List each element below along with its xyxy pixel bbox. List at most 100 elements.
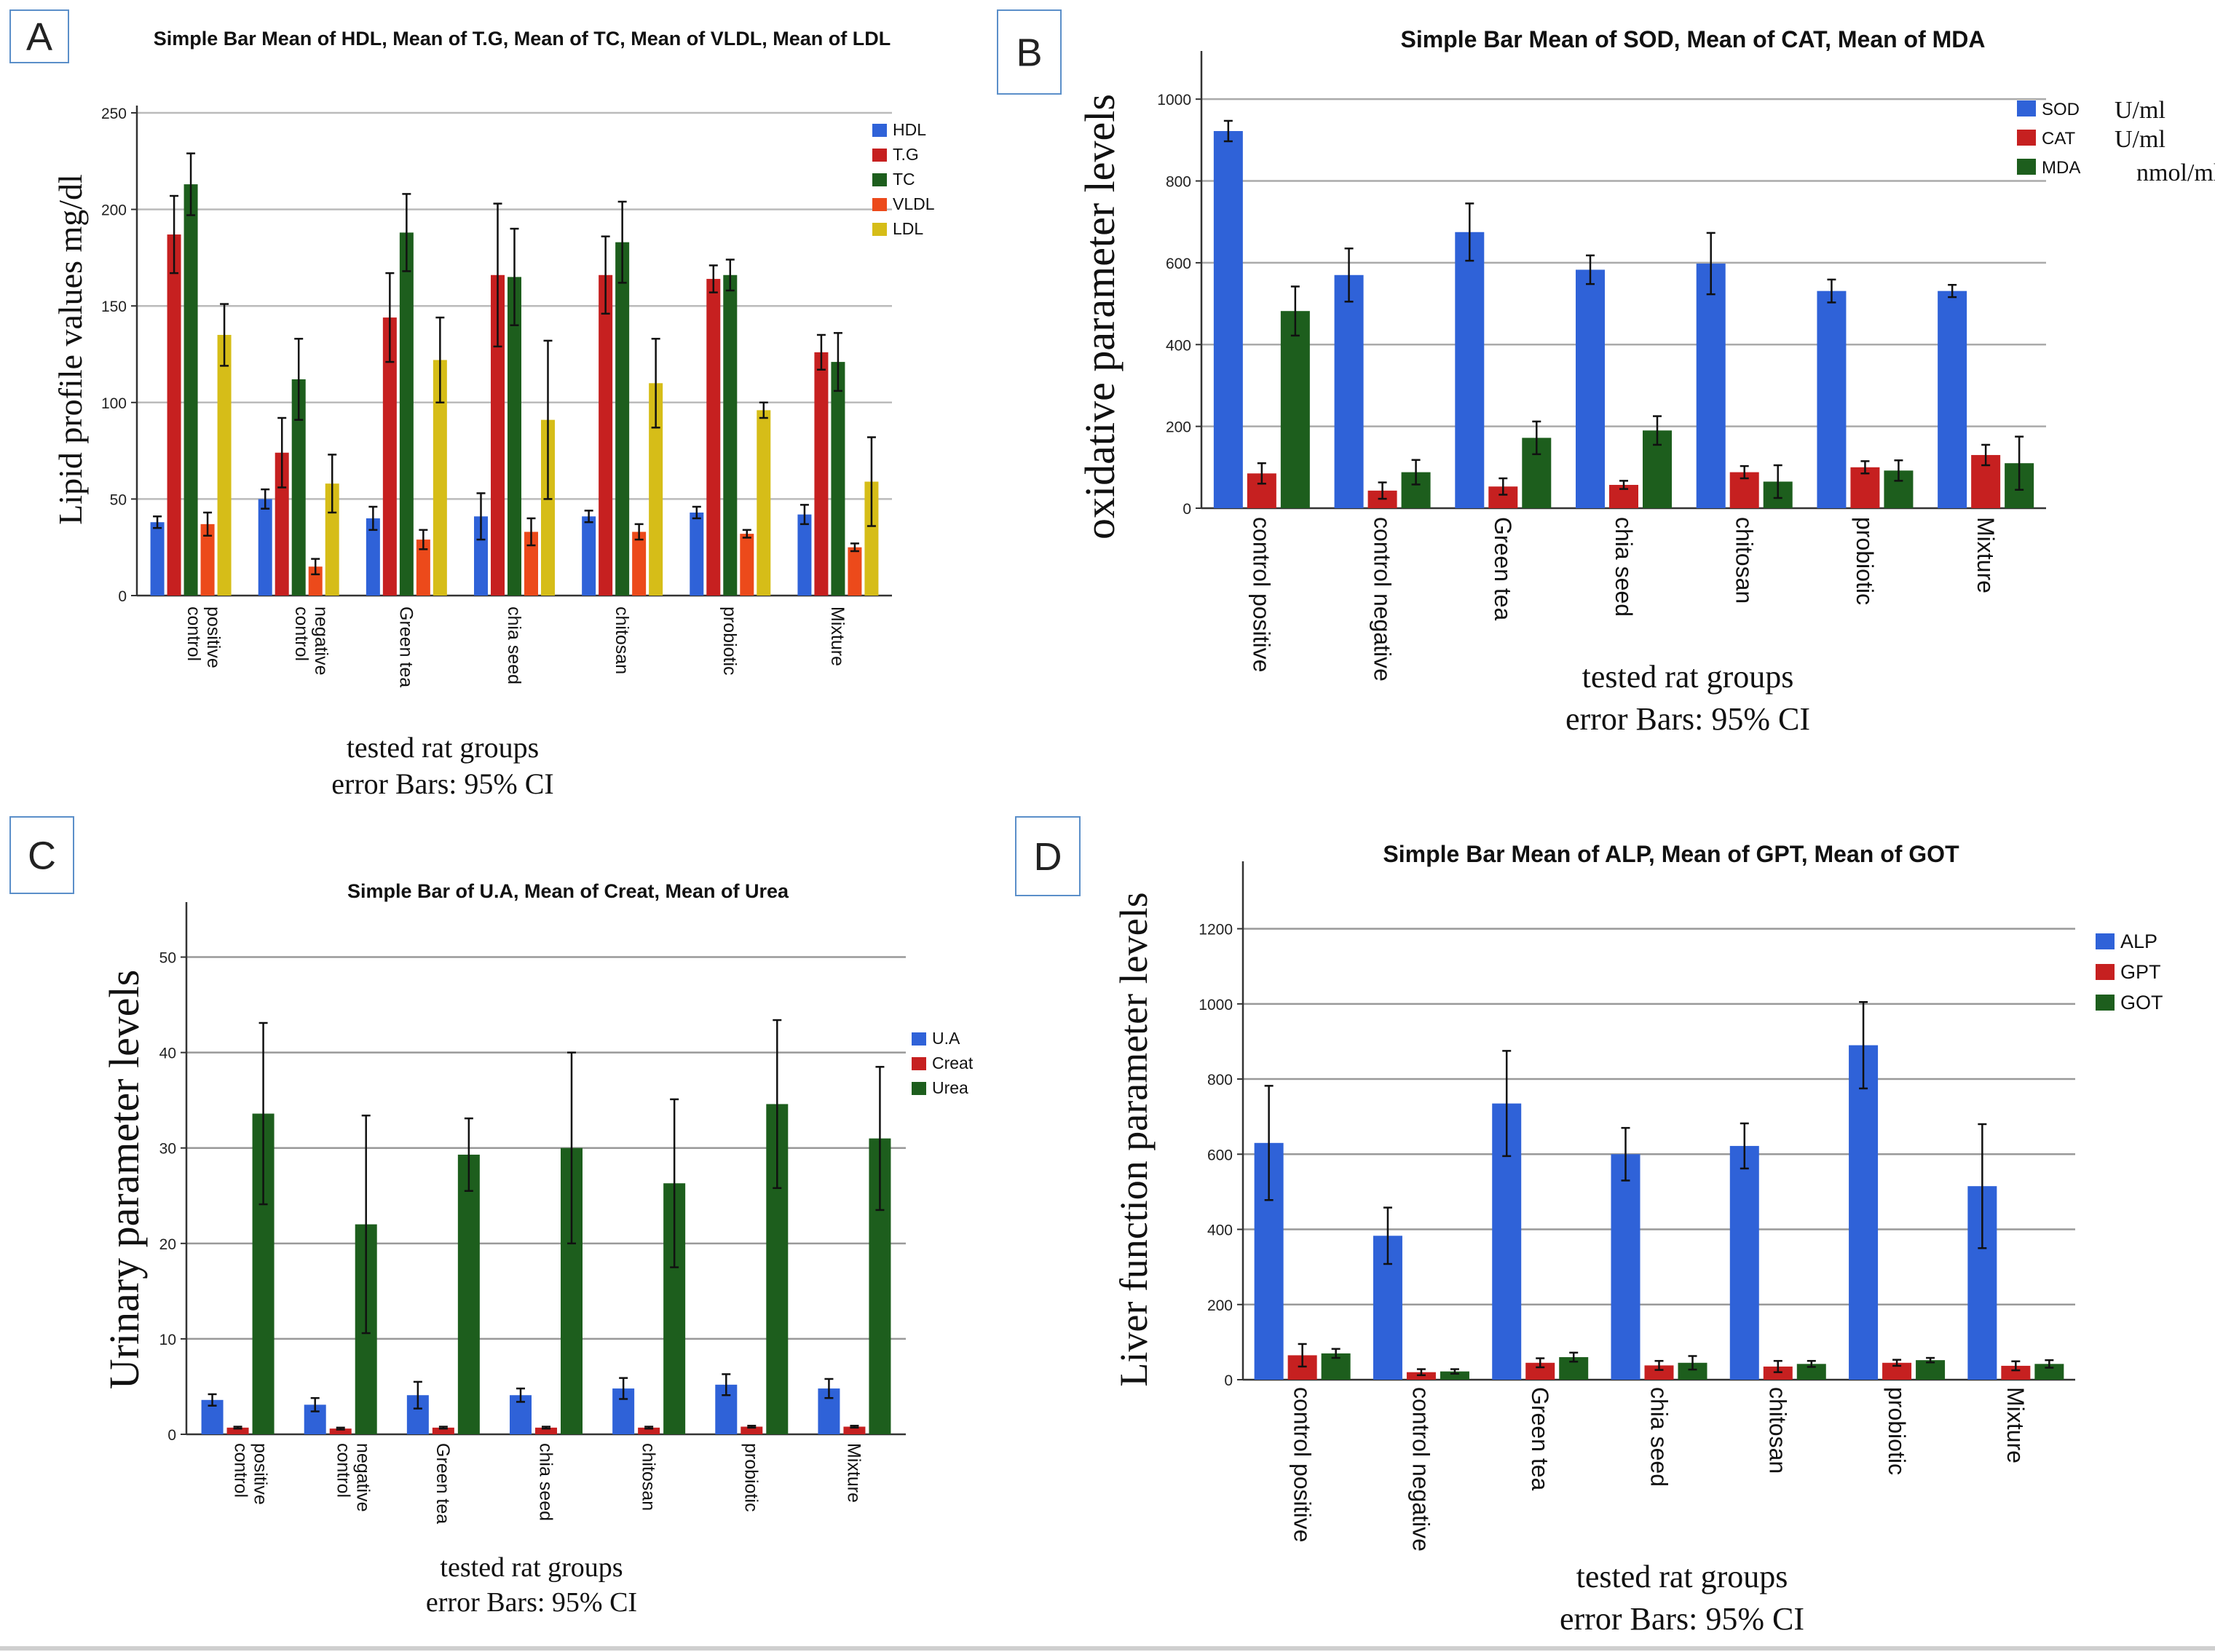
category-label: Green tea (1527, 1387, 1553, 1491)
category-label: chia seed (1646, 1387, 1672, 1487)
category-label-group: control positive (1249, 517, 1275, 672)
bar-creat (843, 1426, 866, 1434)
bar-creat (329, 1428, 352, 1434)
bar-tc (723, 274, 738, 596)
chart-title: Simple Bar Mean of ALP, Mean of GPT, Mea… (1383, 841, 1959, 867)
error-bars-note: error Bars: 95% CI (1560, 1601, 1804, 1637)
y-tick-label: 800 (1166, 174, 1191, 191)
y-tick-label: 0 (118, 588, 127, 605)
bar-tc (291, 379, 306, 596)
legend-swatch-vldl (872, 198, 887, 211)
legend-label: GOT (2120, 992, 2163, 1013)
legend-label: MDA (2042, 158, 2080, 178)
legend-swatch-creat (912, 1057, 926, 1070)
bar-sod (1817, 291, 1847, 508)
bar-ldl (433, 360, 447, 596)
chart-title: Simple Bar Mean of HDL, Mean of T.G, Mea… (154, 28, 891, 50)
category-label-group: chia seed (1611, 517, 1637, 617)
error-bars-note: error Bars: 95% CI (1565, 701, 1810, 737)
legend-unit: U/ml (2115, 126, 2165, 153)
category-label: Green tea (1490, 517, 1516, 621)
y-tick-label: 200 (1166, 419, 1191, 436)
bar-tg (599, 274, 613, 596)
panel-letter-box (1015, 816, 1081, 896)
panel-letter: B (1016, 31, 1042, 75)
bar-sod (1455, 232, 1485, 508)
category-label: negative (311, 606, 331, 676)
bar-sod (1576, 269, 1605, 508)
legend-swatch-mda (2017, 159, 2036, 175)
category-label: control positive (1289, 1387, 1315, 1542)
y-tick-label: 200 (1207, 1297, 1233, 1314)
category-label: positive (203, 606, 224, 668)
legend-label: SOD (2042, 100, 2080, 119)
panel-letter-box (9, 816, 74, 894)
bar-gpt (2001, 1365, 2031, 1380)
category-label: chitosan (612, 606, 632, 674)
legend: U.A Creat Urea (912, 1029, 974, 1097)
category-label-group: probiotic (741, 1443, 762, 1512)
panel-letter: A (26, 15, 52, 59)
category-label: Green tea (433, 1443, 453, 1524)
legend-label: U.A (932, 1029, 960, 1048)
legend-unit: U/ml (2115, 97, 2165, 124)
panel-letter: C (28, 834, 56, 878)
bar-hdl (690, 512, 704, 596)
bar-tg (706, 279, 721, 596)
x-axis-label: tested rat groups (347, 731, 539, 764)
legend-swatch-sod (2017, 100, 2036, 116)
y-tick-label: 0 (1224, 1372, 1233, 1389)
legend-label: TC (893, 170, 915, 189)
bar-gpt (1525, 1362, 1555, 1380)
bar-mda (1280, 311, 1310, 508)
bar-tc (183, 184, 198, 596)
bar-vldl (524, 531, 538, 596)
bar-tg (382, 317, 397, 596)
y-tick-label: 40 (159, 1046, 176, 1062)
chart-panel-d: D Simple Bar Mean of ALP, Mean of GPT, Me… (1015, 816, 2163, 1637)
category-label-group: Green tea (396, 606, 416, 687)
chart-panel-c: C Simple Bar of U.A, Mean of Creat, Mean … (9, 816, 974, 1618)
bar-creat (535, 1427, 557, 1434)
category-label: Green tea (396, 606, 416, 687)
bar-urea (457, 1154, 480, 1434)
bar-gpt (1644, 1365, 1674, 1380)
category-label-group: chitosan (1732, 517, 1758, 604)
y-tick-label: 100 (101, 395, 127, 412)
y-tick-label: 600 (1166, 256, 1191, 272)
y-tick-label: 20 (159, 1236, 176, 1253)
y-axis-label: Urinary parameter levels (100, 970, 148, 1390)
category-label-group: control negative (1408, 1387, 1434, 1552)
category-label: chitosan (1732, 517, 1758, 604)
bar-alp (1849, 1045, 1879, 1380)
legend-swatch-cat (2017, 130, 2036, 146)
legend-label: LDL (893, 219, 923, 238)
bar-vldl (200, 523, 215, 596)
category-label-group: probiotic (1884, 1387, 1910, 1475)
bar-sod (1696, 264, 1726, 508)
bar-tg (491, 274, 505, 596)
category-label: control (291, 606, 312, 661)
bar-creat (226, 1427, 249, 1434)
category-label-group: chia seed (504, 606, 524, 684)
bar-ldl (649, 383, 663, 596)
legend-swatch-ldl (872, 223, 887, 236)
y-tick-label: 800 (1207, 1072, 1233, 1088)
bar-hdl (366, 518, 380, 596)
panel-letter: D (1034, 835, 1062, 879)
y-tick-label: 30 (159, 1141, 176, 1158)
category-label-group: Green tea (433, 1443, 453, 1524)
bar-tg (814, 352, 829, 596)
category-label-group: Mixture (827, 606, 848, 666)
category-label: control (333, 1443, 354, 1498)
legend: HDL T.G TC VLDL LDL (872, 120, 935, 238)
category-label-group: control negative (291, 606, 331, 676)
category-label-group: control positive (1289, 1387, 1315, 1542)
category-label: chitosan (638, 1443, 658, 1511)
x-axis-label: tested rat groups (1582, 659, 1794, 695)
category-label: probiotic (1884, 1387, 1910, 1475)
legend-swatch-tc (872, 173, 887, 186)
y-tick-label: 1000 (1157, 92, 1191, 108)
legend-label: CAT (2042, 129, 2076, 149)
